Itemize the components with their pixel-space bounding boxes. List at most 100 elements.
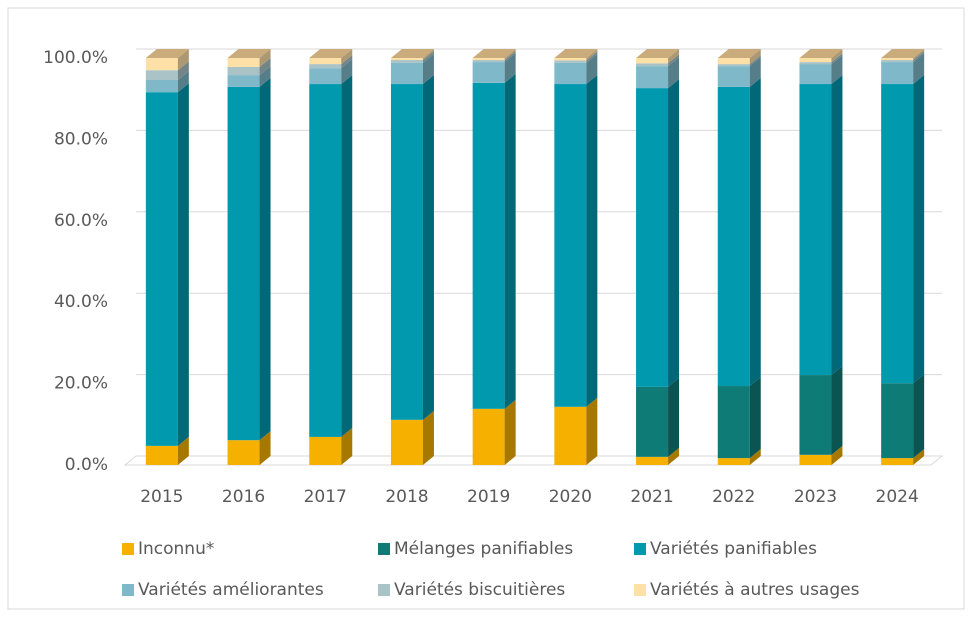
chart-border [7,7,965,610]
bar-segment-side [504,49,516,61]
legend-label: Inconnu* [138,539,214,559]
y-tick-label: 80.0% [54,129,108,149]
bar-segment [390,84,423,420]
y-tick-label: 0.0% [65,455,108,475]
y-tick-label: 20.0% [54,374,108,394]
bar-segment-side [259,77,271,441]
bar-segment-side [341,75,353,437]
bar-segment-side [749,77,761,387]
bar-segment [636,88,669,387]
bar-segment-side [341,59,353,85]
bar-segment-side [177,61,189,80]
bar-segment [145,70,178,80]
bar-segment [799,84,832,376]
bar-segment-side [831,445,843,465]
bar-segment [717,58,750,65]
bar-top [554,49,598,58]
bar-segment [472,60,505,63]
bar-segment [799,58,832,63]
bar-segment [717,458,750,465]
bar-top [799,49,843,58]
bar-segment-side [913,49,925,61]
bar-segment [390,62,423,85]
bar-segment [309,64,342,69]
bar-segment [799,454,832,465]
bar-segment [717,66,750,87]
bar-segment-side [668,79,680,387]
bar-segment [717,64,750,67]
bar-segment-side [913,75,925,384]
bar-segment [227,440,260,465]
bar-segment [309,84,342,437]
legend-label: Variétés panifiables [650,539,817,559]
bar-segment-side [422,75,434,420]
bar-segment [881,62,914,85]
x-tick-label: 2020 [549,487,592,507]
bar-segment-side [831,75,843,376]
bar-segment [799,64,832,85]
bar-segment [472,82,505,409]
bar-segment [881,84,914,384]
bar-segment-side [749,57,761,87]
bar-segment-side [831,55,843,85]
x-tick-label: 2017 [304,487,347,507]
bar-segment [227,86,260,441]
bar-segment-side [177,436,189,465]
bar-top [881,49,925,58]
bar-segment [881,60,914,63]
bar-segment [390,60,423,63]
bar-segment-side [749,377,761,459]
bar-segment [309,58,342,65]
y-tick-label: 60.0% [54,211,108,231]
legend-label: Variétés améliorantes [138,580,324,600]
bar-top [717,49,761,58]
bar-segment [309,68,342,85]
y-tick-label: 100.0% [43,48,108,68]
bar-segment-side [259,49,271,67]
bar-segment-side [422,53,434,85]
legend-swatch [634,543,646,555]
bar-segment [636,386,669,457]
bar-segment [881,58,914,61]
bar-segment-side [177,70,189,93]
bar-segment-side [913,374,925,459]
bar-segment [472,408,505,465]
bar-top [636,49,680,58]
legend-swatch [122,584,134,596]
bar-segment-side [504,399,516,465]
bar-segment-side [422,51,434,63]
bar-segment [390,58,423,61]
bar-segment [636,63,669,67]
bar-segment-side [341,55,353,69]
bar-segment [227,66,260,76]
bar-segment [799,375,832,455]
bar-top [227,49,271,58]
bar-segment-side [586,397,598,465]
bar-segment-side [913,53,925,85]
x-tick-label: 2018 [385,487,428,507]
bar-segment-side [586,49,598,61]
bar-segment-side [259,431,271,465]
bar-segment [145,58,178,71]
bar-segment-side [504,73,516,409]
bar-segment [472,62,505,83]
bar-top [145,49,189,58]
bar-segment-side [913,449,925,465]
bar-top [390,49,434,58]
bar-top [472,49,516,58]
bar-segment-side [913,51,925,63]
bar-segment [554,84,587,407]
bar-segment-side [422,49,434,61]
bar-segment-side [668,377,680,457]
bar-segment-side [586,51,598,63]
bar-segment-side [341,427,353,465]
bar-segment-side [259,66,271,87]
x-tick-label: 2023 [794,487,837,507]
bar-segment [145,92,178,446]
bar-segment-side [831,49,843,63]
x-tick-label: 2015 [140,487,183,507]
bar-segment-side [831,53,843,65]
legend-label: Mélanges panifiables [394,539,573,559]
bar-segment-side [259,57,271,76]
